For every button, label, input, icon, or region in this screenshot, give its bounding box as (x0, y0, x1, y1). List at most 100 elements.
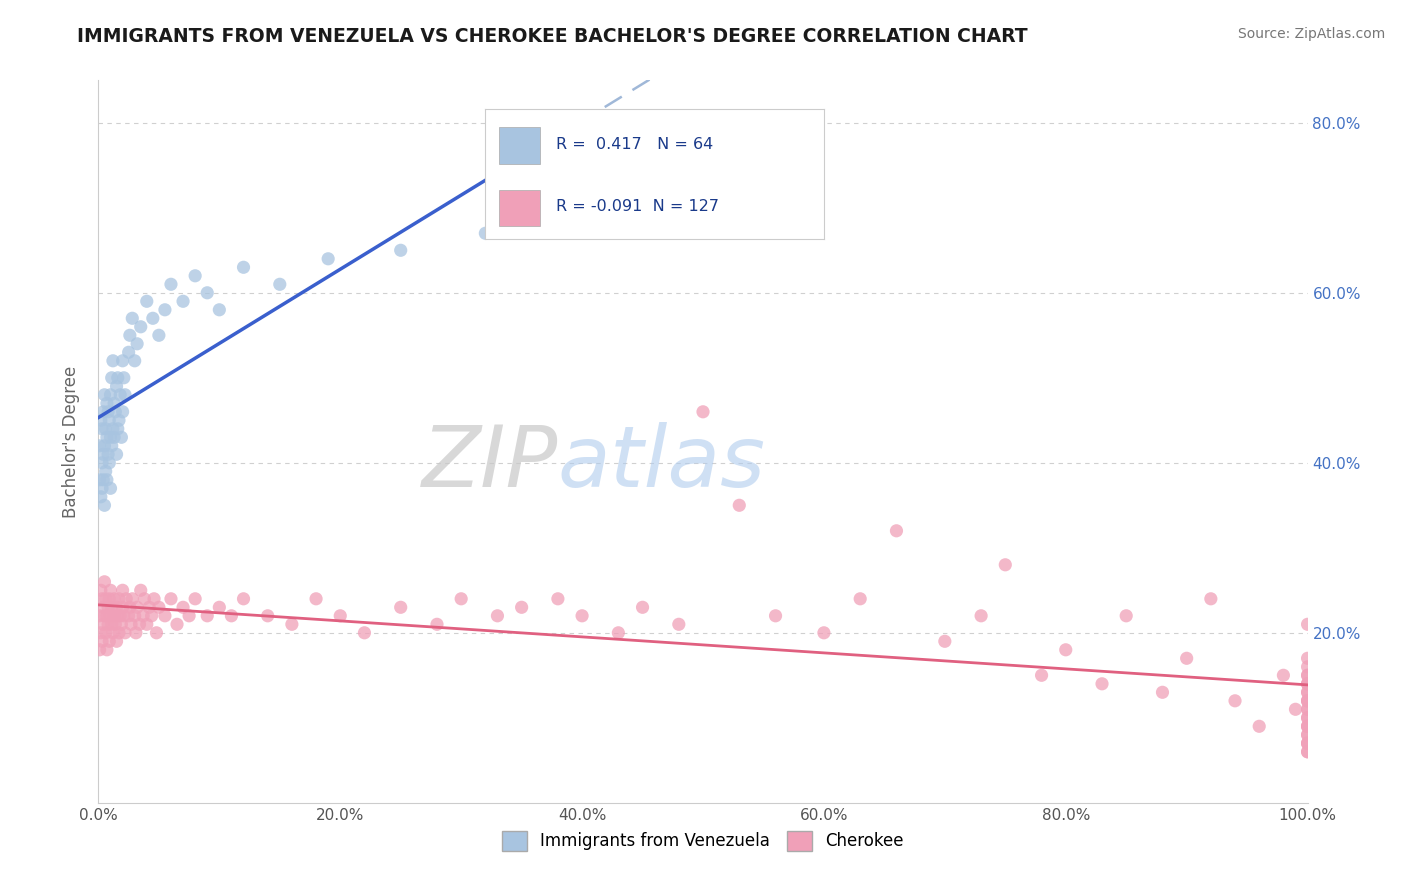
Point (96, 430, 118, 444)
Point (208, 600, 231, 615)
Point (118, 328, 141, 343)
Point (1296, 685, 1319, 699)
Point (114, 388, 136, 402)
Point (108, 608, 131, 623)
Point (101, 353, 124, 368)
Point (1296, 694, 1319, 708)
Point (121, 591, 143, 606)
Point (128, 617, 150, 632)
Point (849, 591, 872, 606)
Point (94, 464, 117, 478)
Point (103, 591, 125, 606)
Point (172, 294, 194, 309)
Point (103, 430, 125, 444)
Point (107, 371, 129, 385)
Point (148, 328, 170, 343)
Point (111, 600, 134, 615)
Point (607, 625, 630, 640)
Point (571, 608, 593, 623)
Point (1296, 736, 1319, 750)
Point (91, 591, 114, 606)
Text: ZIP: ZIP (422, 422, 558, 505)
Point (98, 591, 121, 606)
Point (107, 422, 129, 436)
Point (89, 439, 111, 453)
Point (934, 634, 956, 648)
Point (105, 447, 128, 461)
Point (1296, 736, 1319, 750)
Point (100, 617, 122, 632)
Point (120, 617, 142, 632)
Point (115, 591, 138, 606)
Point (127, 336, 149, 351)
Legend: Immigrants from Venezuela, Cherokee: Immigrants from Venezuela, Cherokee (494, 822, 912, 860)
Point (98, 456, 121, 470)
Point (1296, 736, 1319, 750)
Point (114, 625, 136, 640)
Point (1296, 694, 1319, 708)
Point (1031, 668, 1053, 682)
Point (141, 608, 163, 623)
Point (1296, 660, 1319, 674)
Point (160, 277, 183, 292)
Point (994, 558, 1017, 572)
Point (100, 439, 122, 453)
Point (1152, 685, 1174, 699)
Point (90, 413, 112, 427)
Point (111, 353, 134, 368)
Point (305, 591, 328, 606)
Y-axis label: Bachelor's Degree: Bachelor's Degree (62, 366, 80, 517)
Point (1296, 719, 1319, 733)
Point (1296, 745, 1319, 759)
Point (97, 447, 120, 461)
Point (107, 608, 129, 623)
Point (1296, 719, 1319, 733)
Text: atlas: atlas (558, 422, 766, 505)
Point (97, 405, 120, 419)
Point (316, 252, 339, 266)
Point (100, 583, 122, 598)
Point (89, 642, 111, 657)
Point (1296, 702, 1319, 716)
Point (132, 608, 155, 623)
Point (166, 617, 188, 632)
Point (100, 481, 122, 495)
Point (142, 311, 165, 326)
Point (510, 600, 533, 615)
Point (813, 625, 835, 640)
Point (728, 498, 751, 512)
Point (96, 642, 118, 657)
Point (1199, 591, 1222, 606)
Point (474, 227, 496, 241)
Point (93, 608, 115, 623)
Point (124, 353, 146, 368)
Point (179, 608, 201, 623)
Point (389, 244, 412, 258)
Point (93, 439, 115, 453)
Point (110, 430, 132, 444)
Point (108, 591, 131, 606)
Point (97, 600, 120, 615)
Point (195, 608, 218, 623)
Point (547, 591, 569, 606)
Point (110, 617, 132, 632)
Point (93, 388, 115, 402)
Point (426, 617, 449, 632)
Point (118, 345, 141, 359)
Point (1296, 617, 1319, 632)
Point (112, 608, 135, 623)
Point (1272, 668, 1295, 682)
Point (195, 285, 218, 300)
Point (138, 600, 160, 615)
Point (105, 379, 128, 393)
Point (91, 617, 114, 632)
Point (269, 277, 291, 292)
Point (595, 184, 617, 198)
Point (127, 600, 149, 615)
Point (101, 422, 124, 436)
Point (134, 591, 156, 606)
Point (91, 473, 114, 487)
Text: IMMIGRANTS FROM VENEZUELA VS CHEROKEE BACHELOR'S DEGREE CORRELATION CHART: IMMIGRANTS FROM VENEZUELA VS CHEROKEE BA… (77, 27, 1028, 45)
Point (1296, 668, 1319, 682)
Point (105, 600, 128, 615)
